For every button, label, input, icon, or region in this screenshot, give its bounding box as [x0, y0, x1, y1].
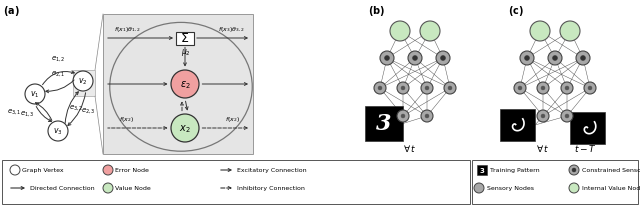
Text: $x_2$: $x_2$: [179, 123, 191, 134]
Circle shape: [552, 56, 557, 61]
Circle shape: [525, 56, 529, 61]
Circle shape: [374, 83, 386, 95]
Circle shape: [413, 56, 417, 61]
Text: Value Node: Value Node: [115, 186, 151, 191]
Bar: [365, 107, 403, 141]
Circle shape: [518, 87, 522, 91]
Circle shape: [569, 183, 579, 193]
Text: $v_3$: $v_3$: [53, 126, 63, 137]
Text: Inhibitory Connection: Inhibitory Connection: [237, 186, 305, 191]
Text: $e_{1,3}$: $e_{1,3}$: [20, 109, 35, 118]
Circle shape: [103, 165, 113, 175]
Circle shape: [565, 115, 569, 118]
Bar: [103, 15, 253, 154]
Circle shape: [537, 110, 549, 122]
Circle shape: [569, 165, 579, 175]
Text: $f(x_1)\theta_{1,2}$: $f(x_1)\theta_{1,2}$: [113, 26, 140, 34]
Text: Graph Vertex: Graph Vertex: [22, 168, 63, 173]
Text: $\varepsilon_2$: $\varepsilon_2$: [180, 79, 191, 90]
Text: Constrained Sensory Nodes: Constrained Sensory Nodes: [582, 168, 640, 173]
Circle shape: [25, 85, 45, 104]
Text: Internal Value Node: Internal Value Node: [582, 186, 640, 191]
Text: $\mathbf{(c)}$: $\mathbf{(c)}$: [508, 4, 524, 18]
Circle shape: [421, 83, 433, 95]
Text: $\mu_2$: $\mu_2$: [181, 47, 191, 58]
Circle shape: [440, 56, 445, 61]
Circle shape: [530, 22, 550, 42]
Bar: [472, 160, 638, 204]
Circle shape: [572, 168, 576, 172]
Circle shape: [73, 72, 93, 91]
Circle shape: [436, 52, 450, 66]
Text: $e_{2,1}$: $e_{2,1}$: [51, 69, 65, 78]
Circle shape: [474, 183, 484, 193]
Text: Training Pattern: Training Pattern: [490, 168, 540, 173]
Circle shape: [421, 110, 433, 122]
Text: $\mathbf{(b)}$: $\mathbf{(b)}$: [368, 4, 385, 18]
Circle shape: [565, 87, 569, 91]
Text: 3: 3: [376, 113, 392, 135]
Circle shape: [103, 183, 113, 193]
Circle shape: [561, 83, 573, 95]
Circle shape: [380, 52, 394, 66]
Circle shape: [580, 56, 586, 61]
Text: $f(x_3)\theta_{3,2}$: $f(x_3)\theta_{3,2}$: [218, 26, 244, 34]
Text: $f(x_2)$: $f(x_2)$: [225, 115, 241, 123]
Circle shape: [548, 52, 562, 66]
Circle shape: [420, 22, 440, 42]
Text: $e_{3,1}$: $e_{3,1}$: [6, 107, 21, 116]
Bar: [73, 71, 95, 97]
Circle shape: [401, 87, 405, 91]
Circle shape: [390, 22, 410, 42]
Circle shape: [588, 87, 592, 91]
Circle shape: [171, 115, 199, 142]
Circle shape: [444, 83, 456, 95]
Circle shape: [541, 87, 545, 91]
Bar: [570, 112, 605, 144]
Circle shape: [397, 110, 409, 122]
Circle shape: [514, 83, 526, 95]
Text: Error Node: Error Node: [115, 168, 149, 173]
Circle shape: [408, 52, 422, 66]
Circle shape: [560, 22, 580, 42]
Text: $e_{3,2}$: $e_{3,2}$: [68, 103, 83, 112]
Text: $v_2$: $v_2$: [78, 76, 88, 87]
Circle shape: [537, 83, 549, 95]
Text: $v_1$: $v_1$: [30, 89, 40, 100]
Bar: [2, 160, 470, 204]
Text: $\forall\, t$: $\forall\, t$: [403, 143, 417, 153]
Circle shape: [425, 115, 429, 118]
Text: 3: 3: [479, 167, 484, 173]
Circle shape: [584, 83, 596, 95]
Circle shape: [10, 165, 20, 175]
Bar: [500, 109, 535, 141]
Circle shape: [425, 87, 429, 91]
Circle shape: [448, 87, 452, 91]
Circle shape: [541, 115, 545, 118]
Circle shape: [520, 52, 534, 66]
Circle shape: [576, 52, 590, 66]
Circle shape: [397, 83, 409, 95]
Bar: [477, 165, 487, 175]
Circle shape: [561, 110, 573, 122]
Circle shape: [385, 56, 390, 61]
Circle shape: [171, 71, 199, 98]
Text: $\mathbf{(a)}$: $\mathbf{(a)}$: [3, 4, 20, 18]
Text: Excitatory Connection: Excitatory Connection: [237, 168, 307, 173]
Text: $t-T$: $t-T$: [573, 143, 596, 154]
Text: $e_{1,2}$: $e_{1,2}$: [51, 54, 65, 63]
Text: $\forall\, t$: $\forall\, t$: [536, 143, 550, 153]
Text: Sensory Nodes: Sensory Nodes: [487, 186, 534, 191]
Text: Directed Connection: Directed Connection: [30, 186, 95, 191]
Bar: [176, 32, 194, 45]
Circle shape: [378, 87, 382, 91]
Text: $e_{2,3}$: $e_{2,3}$: [81, 106, 95, 115]
Circle shape: [401, 115, 405, 118]
Circle shape: [48, 121, 68, 141]
Text: $f(x_2)$: $f(x_2)$: [120, 115, 134, 123]
Text: $\Sigma$: $\Sigma$: [180, 32, 189, 45]
